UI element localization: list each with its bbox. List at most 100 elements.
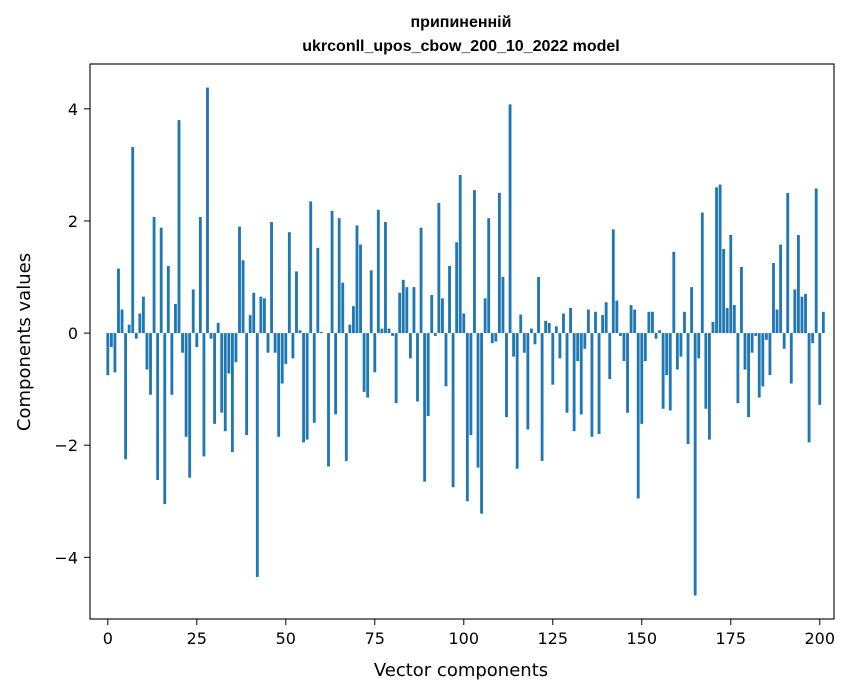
bar (181, 333, 184, 353)
bar (156, 333, 160, 480)
bar (515, 333, 519, 469)
bar (490, 333, 494, 344)
bar (291, 333, 295, 359)
bar (309, 201, 313, 334)
y-tick-label: 0 (68, 324, 78, 343)
bar (590, 333, 594, 437)
bar (651, 311, 654, 334)
bar (786, 192, 790, 334)
bar (209, 333, 213, 339)
bar (711, 321, 715, 334)
bar (255, 333, 259, 577)
bar (159, 227, 163, 334)
bar (811, 333, 815, 344)
bar (512, 333, 516, 357)
bar (412, 287, 416, 334)
bar (227, 333, 231, 374)
bar (419, 227, 423, 334)
bar (152, 217, 156, 334)
bar (522, 333, 526, 353)
bar (469, 333, 473, 436)
bar (163, 333, 167, 505)
bar (430, 294, 434, 334)
bar (408, 333, 412, 359)
bar (216, 323, 220, 334)
bar (177, 120, 181, 334)
bar (134, 333, 138, 339)
bar (166, 265, 170, 334)
bar (433, 333, 437, 336)
bar (462, 313, 466, 334)
bar (223, 333, 227, 432)
bar (501, 277, 505, 334)
bar (120, 309, 124, 334)
bar (743, 333, 747, 370)
bar (348, 324, 352, 334)
bar (604, 302, 608, 334)
bar (263, 298, 266, 334)
bar (519, 314, 523, 334)
bar (341, 282, 345, 334)
chart-title-line2: ukrconll_upos_cbow_200_10_2022 model (302, 38, 619, 55)
bar (273, 333, 277, 353)
bar (618, 333, 622, 336)
bar (715, 187, 718, 334)
bar (138, 313, 142, 334)
bar (373, 333, 377, 373)
bar (440, 298, 444, 334)
bar (529, 328, 533, 334)
bar (626, 333, 629, 413)
bar (718, 184, 722, 334)
bar (141, 296, 145, 334)
bar (476, 333, 480, 468)
bar (622, 333, 626, 362)
bar (465, 333, 469, 502)
bar (729, 234, 733, 334)
bar (327, 333, 330, 467)
bar (732, 305, 736, 334)
bar (170, 333, 174, 395)
bar (145, 333, 149, 370)
x-axis-label: Vector components (374, 660, 548, 681)
bar (234, 333, 238, 363)
bar (174, 303, 177, 334)
bar (750, 333, 754, 353)
bar (319, 331, 323, 334)
bar (736, 333, 740, 404)
bar (647, 311, 651, 334)
bar (305, 333, 309, 440)
bar (661, 333, 665, 409)
x-tick-label: 50 (276, 629, 296, 648)
bar (455, 242, 459, 334)
bar (213, 333, 217, 424)
x-tick-label: 200 (804, 629, 835, 648)
bar (551, 333, 555, 385)
bar (131, 146, 135, 334)
bar (761, 333, 765, 387)
bar (558, 333, 562, 359)
bar (117, 268, 120, 334)
bar (629, 305, 633, 334)
y-tick-label: 4 (68, 100, 78, 119)
bar (754, 333, 758, 336)
bar (764, 333, 768, 340)
bar (526, 333, 530, 430)
bar (508, 104, 512, 334)
y-axis-label: Components values (14, 253, 35, 431)
bar (245, 333, 249, 436)
bar (127, 324, 131, 334)
bar (401, 279, 405, 334)
x-tick-label: 150 (626, 629, 657, 648)
bar (369, 270, 373, 334)
x-tick-label: 100 (449, 629, 480, 648)
x-tick-label: 125 (538, 629, 569, 648)
bar (312, 333, 316, 423)
bar (576, 333, 580, 362)
bar (259, 296, 263, 334)
bar (384, 222, 387, 334)
bar (704, 333, 708, 409)
bar (473, 190, 476, 334)
bar (601, 315, 605, 334)
bar (643, 333, 647, 362)
bar (768, 333, 772, 376)
